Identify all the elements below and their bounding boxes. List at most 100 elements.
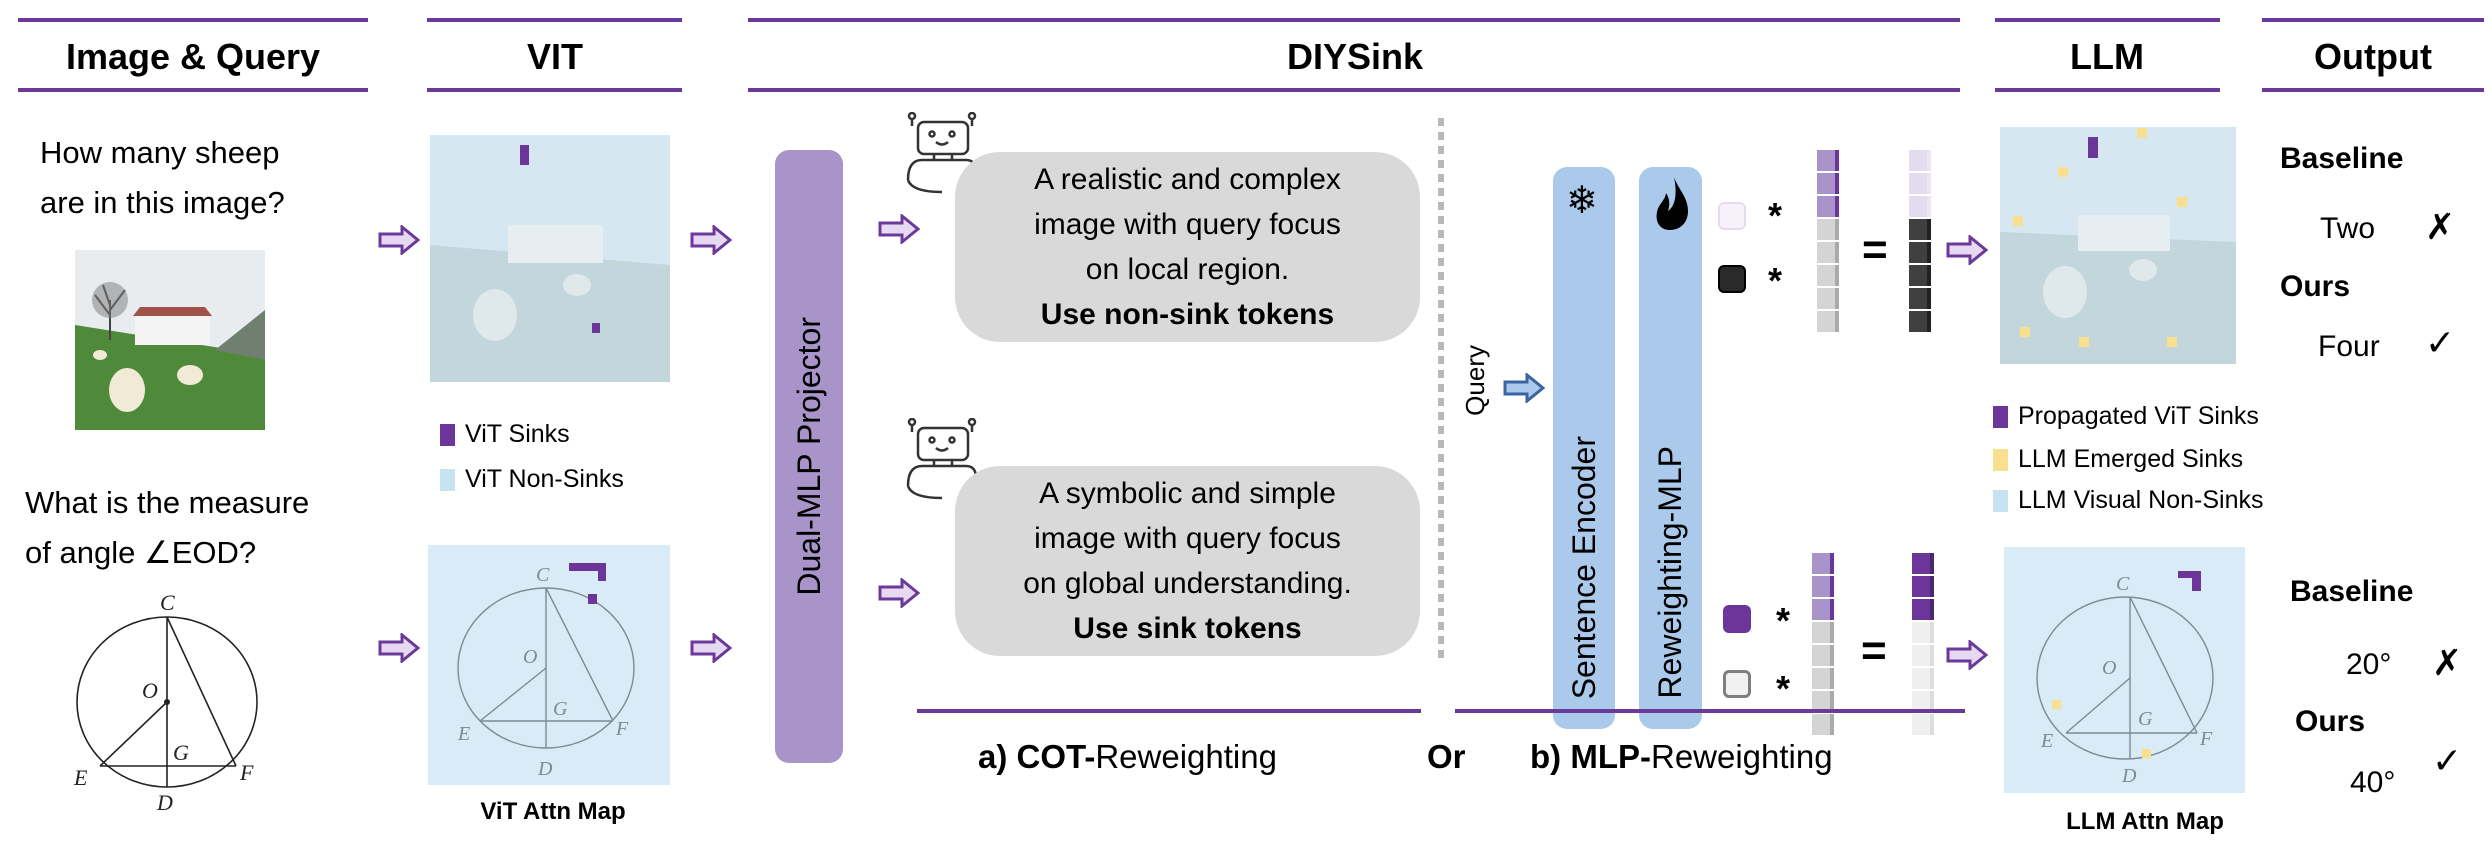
right-arrow-icon (1503, 373, 1545, 403)
header-rule (2262, 18, 2484, 22)
legend-label: LLM Visual Non-Sinks (2018, 486, 2264, 514)
emerged-sink-marker (2058, 167, 2068, 177)
header-rule (427, 18, 682, 22)
propagated-sink-marker (2178, 571, 2201, 591)
bubble-instruction: Use non-sink tokens (1040, 298, 1335, 331)
right-arrow-icon (690, 633, 732, 663)
emerged-sink-marker (2052, 700, 2061, 709)
output-q1-ours-label: Ours (2280, 270, 2351, 303)
non-sink-token-cell (1812, 622, 1834, 643)
robot-icon (906, 112, 978, 194)
vit-sink-marker (520, 145, 529, 165)
non-sink-token-cell (1817, 265, 1839, 286)
or-label: Or (1427, 738, 1466, 775)
bubble-line: image with query focus (1034, 208, 1341, 241)
bubble-line: on global understanding. (1023, 567, 1352, 600)
output-q2-ours-answer: 40° (2350, 766, 2396, 799)
token-vector-input (1817, 150, 1843, 334)
header-rule (1995, 18, 2220, 22)
propagated-sink-marker (2088, 137, 2098, 158)
sink-token-cell (1909, 196, 1931, 217)
header-llm: LLM (2070, 36, 2144, 77)
multiply-symbol: * (1768, 195, 1783, 236)
reweighting-mlp-label: Reweighting-MLP (1652, 446, 1688, 699)
label-e: E (457, 723, 470, 745)
legend-propagated-vit-sinks: Propagated ViT Sinks (1993, 402, 2259, 431)
query-2-line2: of angle ∠EOD? (25, 535, 257, 570)
non-sink-token-cell (1812, 668, 1834, 689)
sink-token-cell (1909, 150, 1931, 171)
vit-sink-marker (592, 323, 600, 333)
sink-token-cell (1912, 599, 1934, 620)
caption-rule-cot (917, 709, 1421, 713)
output-q2-ours-label: Ours (2295, 705, 2366, 738)
weight-square-gray (1723, 670, 1751, 698)
check-icon: ✓ (2432, 740, 2463, 781)
bubble-line: image with query focus (1034, 522, 1341, 555)
right-arrow-icon (690, 225, 732, 255)
label-o: O (523, 646, 537, 668)
emerged-sink-marker (2167, 337, 2177, 347)
vit-sink-marker (569, 563, 606, 581)
bubble-line: on local region. (1085, 253, 1290, 286)
query-2: What is the measure of angle ∠EOD? (25, 478, 309, 578)
right-arrow-icon (878, 578, 920, 608)
check-icon: ✓ (2425, 322, 2456, 363)
header-rule (1995, 88, 2220, 92)
non-sink-token-cell (1909, 219, 1931, 240)
label-g: G (553, 698, 568, 720)
swatch-vit-sink (440, 423, 455, 446)
legend-label: ViT Sinks (465, 420, 570, 448)
vit-attn-map-label: ViT Attn Map (480, 798, 626, 825)
label-f: F (239, 760, 254, 785)
bubble-instruction: Use sink tokens (1073, 612, 1302, 645)
flame-icon (1656, 177, 1688, 230)
legend-label: ViT Non-Sinks (465, 465, 624, 493)
label-c: C (2116, 573, 2130, 595)
non-sink-token-cell (1909, 288, 1931, 309)
vit-sink-marker (588, 594, 597, 604)
query-1: How many sheep are in this image? (40, 128, 285, 228)
projector-label: Dual-MLP Projector (790, 317, 827, 596)
token-vector-output (1912, 553, 1938, 737)
non-sink-token-cell (1912, 645, 1934, 666)
non-sink-token-cell (1909, 242, 1931, 263)
sink-token-cell (1912, 553, 1934, 574)
header-rule (2262, 88, 2484, 92)
header-output: Output (2314, 36, 2432, 77)
sink-token-cell (1912, 576, 1934, 597)
sink-token-cell (1812, 553, 1834, 574)
caption-rule-mlp (1455, 709, 1965, 713)
geometry-figure: C O G E F D (73, 590, 258, 810)
output-q1-baseline-label: Baseline (2280, 142, 2404, 175)
sentence-encoder-label: Sentence Encoder (1565, 435, 1602, 699)
cot-bubble-symbolic: A symbolic and simple image with query f… (955, 466, 1420, 656)
label-g: G (2138, 708, 2153, 730)
header-diysink: DIYSink (1286, 36, 1424, 77)
dotted-divider (1438, 118, 1444, 663)
bubble-line: A realistic and complex (1034, 163, 1341, 196)
label-f: F (2199, 728, 2213, 750)
legend-label: LLM Emerged Sinks (2018, 445, 2244, 473)
cot-bubble-realistic: A realistic and complex image with query… (955, 152, 1420, 342)
multiply-symbol: * (1768, 260, 1783, 301)
non-sink-token-cell (1909, 265, 1931, 286)
header-rule (748, 88, 1960, 92)
sheep-photo (75, 250, 265, 430)
right-arrow-icon (1946, 235, 1988, 265)
dual-mlp-projector: Dual-MLP Projector (775, 150, 843, 763)
mlp-caption: b) MLP-Reweighting (1530, 738, 1833, 776)
emerged-sink-marker (2013, 216, 2023, 226)
non-sink-token-cell (1817, 288, 1839, 309)
llm-attn-map-geometry: C O G E F D (2004, 547, 2245, 793)
cross-icon: ✗ (2425, 206, 2456, 247)
legend-vit-non-sinks: ViT Non-Sinks (440, 465, 624, 494)
swatch-llm-non-sink (1993, 489, 2008, 512)
token-vector-input (1812, 553, 1838, 737)
header-rule (748, 18, 1960, 22)
swatch-vit-non-sink (440, 468, 455, 491)
output-q2-baseline-answer: 20° (2346, 648, 2392, 681)
bubble-line: A symbolic and simple (1039, 477, 1336, 510)
header-vit: VIT (526, 36, 584, 77)
label-d: D (156, 790, 173, 810)
